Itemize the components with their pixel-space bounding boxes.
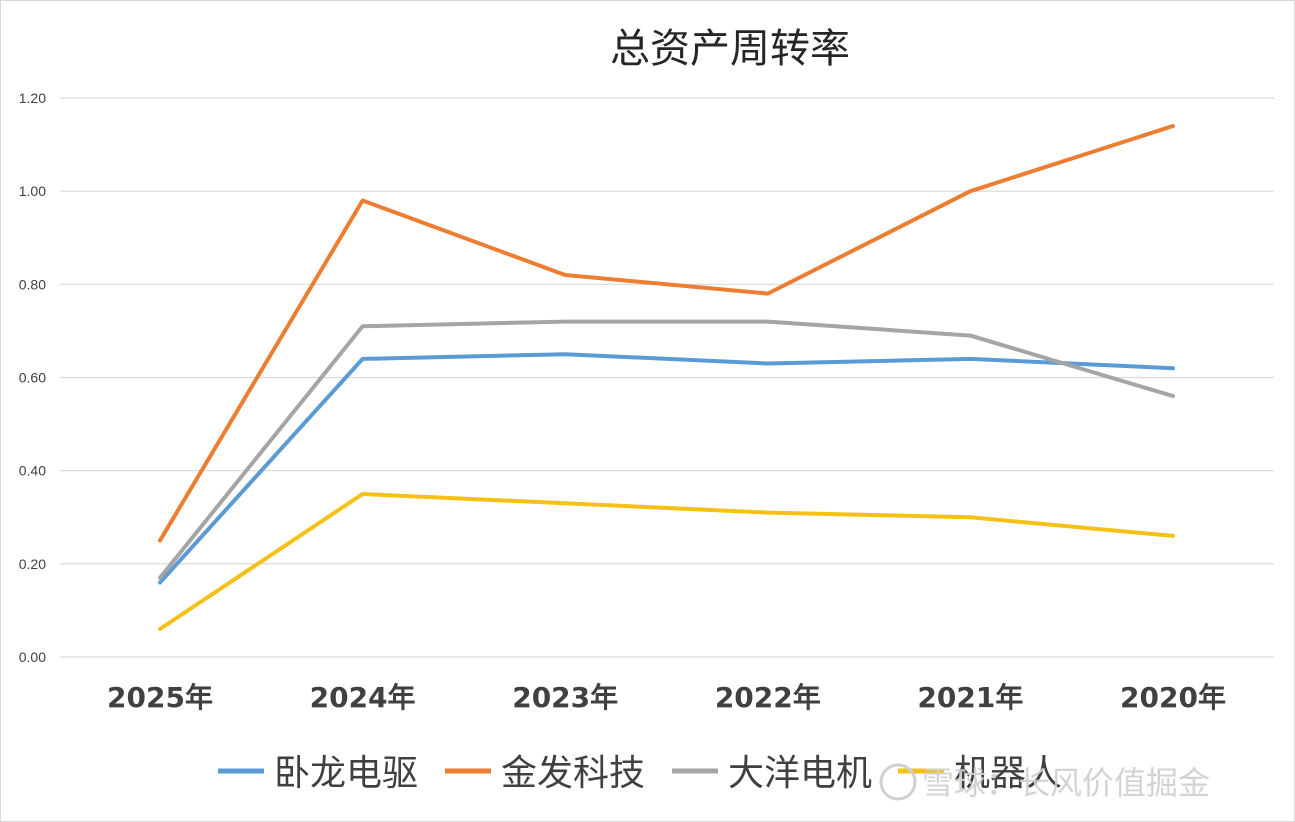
legend-label: 卧龙电驱 — [274, 753, 418, 794]
x-tick-label: 2020年 — [1120, 681, 1226, 714]
legend: 卧龙电驱 金发科技 大洋电机 机器人 — [218, 753, 1062, 794]
watermark: 雪球：长风价值掘金 — [879, 763, 1210, 802]
legend-label: 大洋电机 — [728, 753, 872, 794]
x-tick-label: 2025年 — [107, 681, 213, 714]
y-tick-label: 1.20 — [19, 90, 46, 106]
series-line-1 — [158, 352, 1175, 585]
x-tick-label: 2021年 — [917, 681, 1023, 714]
y-tick-label: 0.40 — [19, 463, 46, 479]
x-tick-label: 2024年 — [310, 681, 416, 714]
chart-title: 总资产周转率 — [610, 26, 850, 72]
legend-label: 机器人 — [954, 753, 1062, 794]
x-tick-label: 2022年 — [715, 681, 821, 714]
series-line-4 — [158, 492, 1175, 631]
watermark-text: 雪球：长风价值掘金 — [922, 764, 1210, 802]
y-axis-ticks: 0.00 0.20 0.40 0.60 0.80 1.00 1.20 — [19, 90, 46, 665]
y-tick-label: 0.60 — [19, 370, 46, 386]
x-tick-label: 2023年 — [512, 681, 618, 714]
x-axis-ticks: 2025年 2024年 2023年 2022年 2021年 2020年 — [107, 681, 1226, 714]
snowball-logo-icon — [879, 763, 917, 801]
series-lines — [158, 124, 1175, 631]
y-tick-label: 0.00 — [19, 649, 46, 665]
y-tick-label: 1.00 — [19, 183, 46, 199]
y-tick-label: 0.20 — [19, 556, 46, 572]
y-tick-label: 0.80 — [19, 276, 46, 292]
gridlines — [60, 97, 1274, 658]
series-line-3 — [158, 319, 1175, 580]
legend-label: 金发科技 — [501, 753, 645, 794]
series-line-2 — [158, 124, 1175, 543]
